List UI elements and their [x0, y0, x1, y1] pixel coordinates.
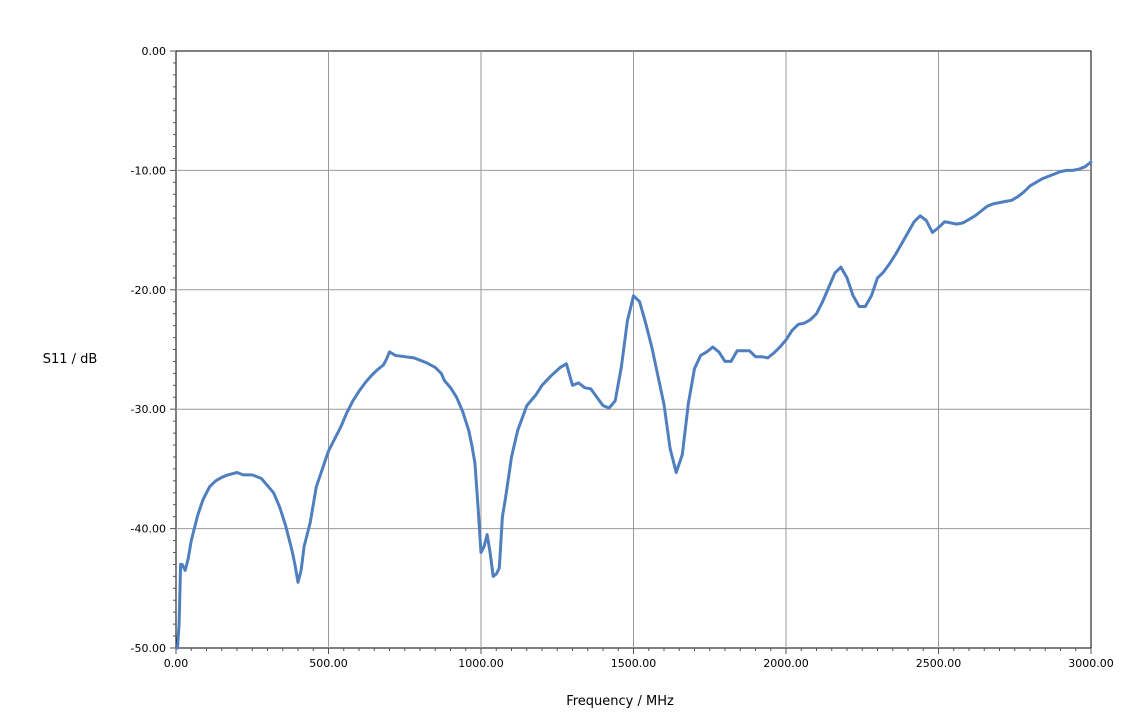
x-tick-label: 3000.00: [1068, 657, 1114, 670]
x-tick-label: 2500.00: [916, 657, 962, 670]
y-tick-label: 0.00: [142, 45, 167, 58]
x-tick-label: 500.00: [309, 657, 348, 670]
x-tick-label: 1000.00: [458, 657, 504, 670]
x-tick-labels: 0.00 500.00 1000.00 1500.00 2000.00 2500.00 30…: [164, 657, 1114, 670]
y-axis-title: S11 / dB: [43, 352, 98, 367]
y-tick-label: -40.00: [131, 523, 166, 536]
grid-lines: [176, 51, 1091, 648]
y-tick-label: -10.00: [131, 164, 166, 177]
x-tick-label: 2000.00: [763, 657, 809, 670]
x-tick-label: 1500.00: [611, 657, 657, 670]
y-tick-label: -30.00: [131, 403, 166, 416]
y-tick-labels: 0.00 -10.00 -20.00 -30.00 -40.00 -50.00: [131, 45, 166, 655]
x-axis-title: Frequency / MHz: [566, 694, 674, 709]
s11-series-line: [176, 160, 1093, 650]
y-tick-label: -20.00: [131, 284, 166, 297]
x-tick-label: 0.00: [164, 657, 189, 670]
y-tick-label: -50.00: [131, 642, 166, 655]
minor-ticks: [170, 50, 1092, 654]
